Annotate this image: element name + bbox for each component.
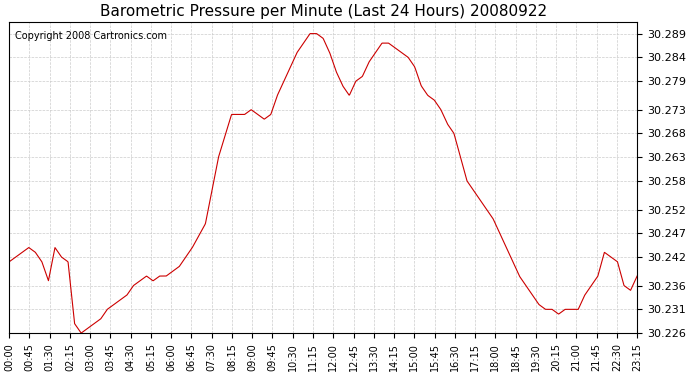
Title: Barometric Pressure per Minute (Last 24 Hours) 20080922: Barometric Pressure per Minute (Last 24 … <box>99 4 546 19</box>
Text: Copyright 2008 Cartronics.com: Copyright 2008 Cartronics.com <box>15 31 168 41</box>
